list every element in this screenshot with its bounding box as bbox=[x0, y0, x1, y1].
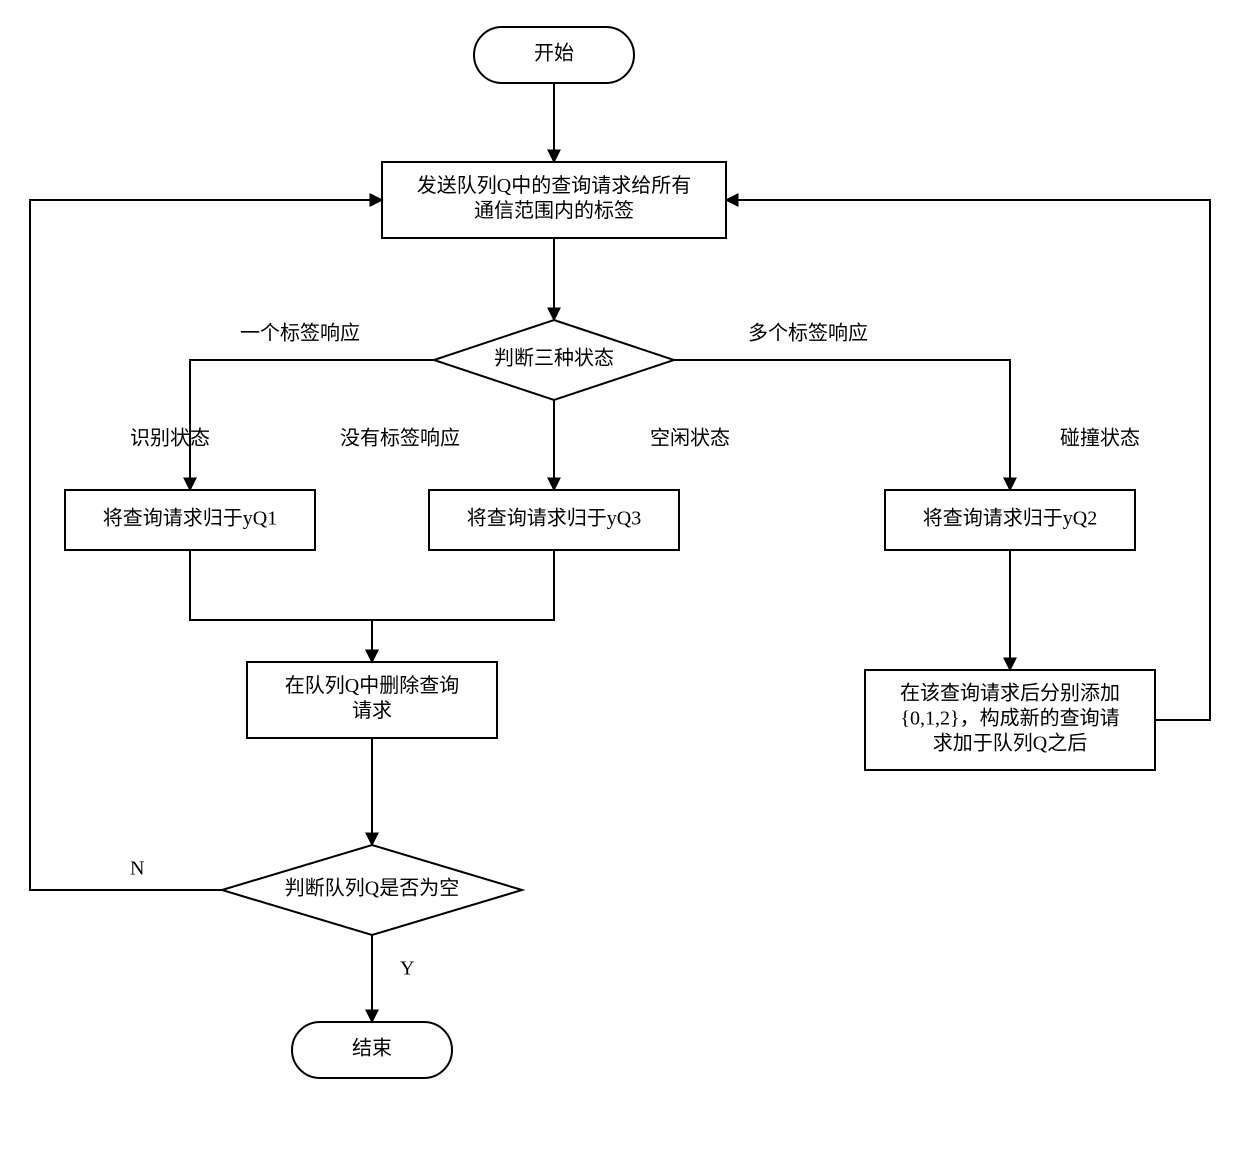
edge bbox=[30, 200, 382, 890]
node-yq1-text: 将查询请求归于yQ1 bbox=[103, 507, 277, 530]
node-yq2-text: 将查询请求归于yQ2 bbox=[923, 507, 1097, 530]
edge-label: 多个标签响应 bbox=[748, 322, 868, 345]
node-end-text: 结束 bbox=[352, 1037, 392, 1060]
edge-label: 空闲状态 bbox=[650, 427, 730, 450]
node-start-text: 开始 bbox=[534, 42, 574, 65]
edge-label: N bbox=[130, 858, 144, 880]
edge-label: 一个标签响应 bbox=[240, 322, 360, 345]
edge bbox=[372, 550, 554, 662]
node-append-text: 在该查询请求后分别添加 bbox=[900, 682, 1120, 705]
edge-label: 碰撞状态 bbox=[1060, 427, 1140, 450]
edge-label: Y bbox=[400, 958, 414, 980]
node-send-text: 发送队列Q中的查询请求给所有 bbox=[417, 174, 691, 197]
edge bbox=[726, 200, 1210, 720]
node-yq3-text: 将查询请求归于yQ3 bbox=[467, 507, 641, 530]
edge-label: 识别状态 bbox=[130, 427, 210, 450]
node-append-text: 求加于队列Q之后 bbox=[933, 732, 1087, 755]
edge bbox=[190, 550, 372, 662]
node-append-text: {0,1,2}，构成新的查询请 bbox=[900, 707, 1119, 730]
node-empty-text: 判断队列Q是否为空 bbox=[285, 877, 459, 900]
edge-label: 没有标签响应 bbox=[340, 427, 460, 450]
node-judge3-text: 判断三种状态 bbox=[494, 347, 614, 370]
node-delete-text: 在队列Q中删除查询 bbox=[285, 674, 459, 697]
edge bbox=[674, 360, 1010, 490]
node-delete-text: 请求 bbox=[352, 699, 392, 722]
edge bbox=[190, 360, 434, 490]
flowchart-canvas: 开始发送队列Q中的查询请求给所有通信范围内的标签判断三种状态将查询请求归于yQ1… bbox=[0, 0, 1239, 1151]
node-send-text: 通信范围内的标签 bbox=[474, 199, 634, 222]
